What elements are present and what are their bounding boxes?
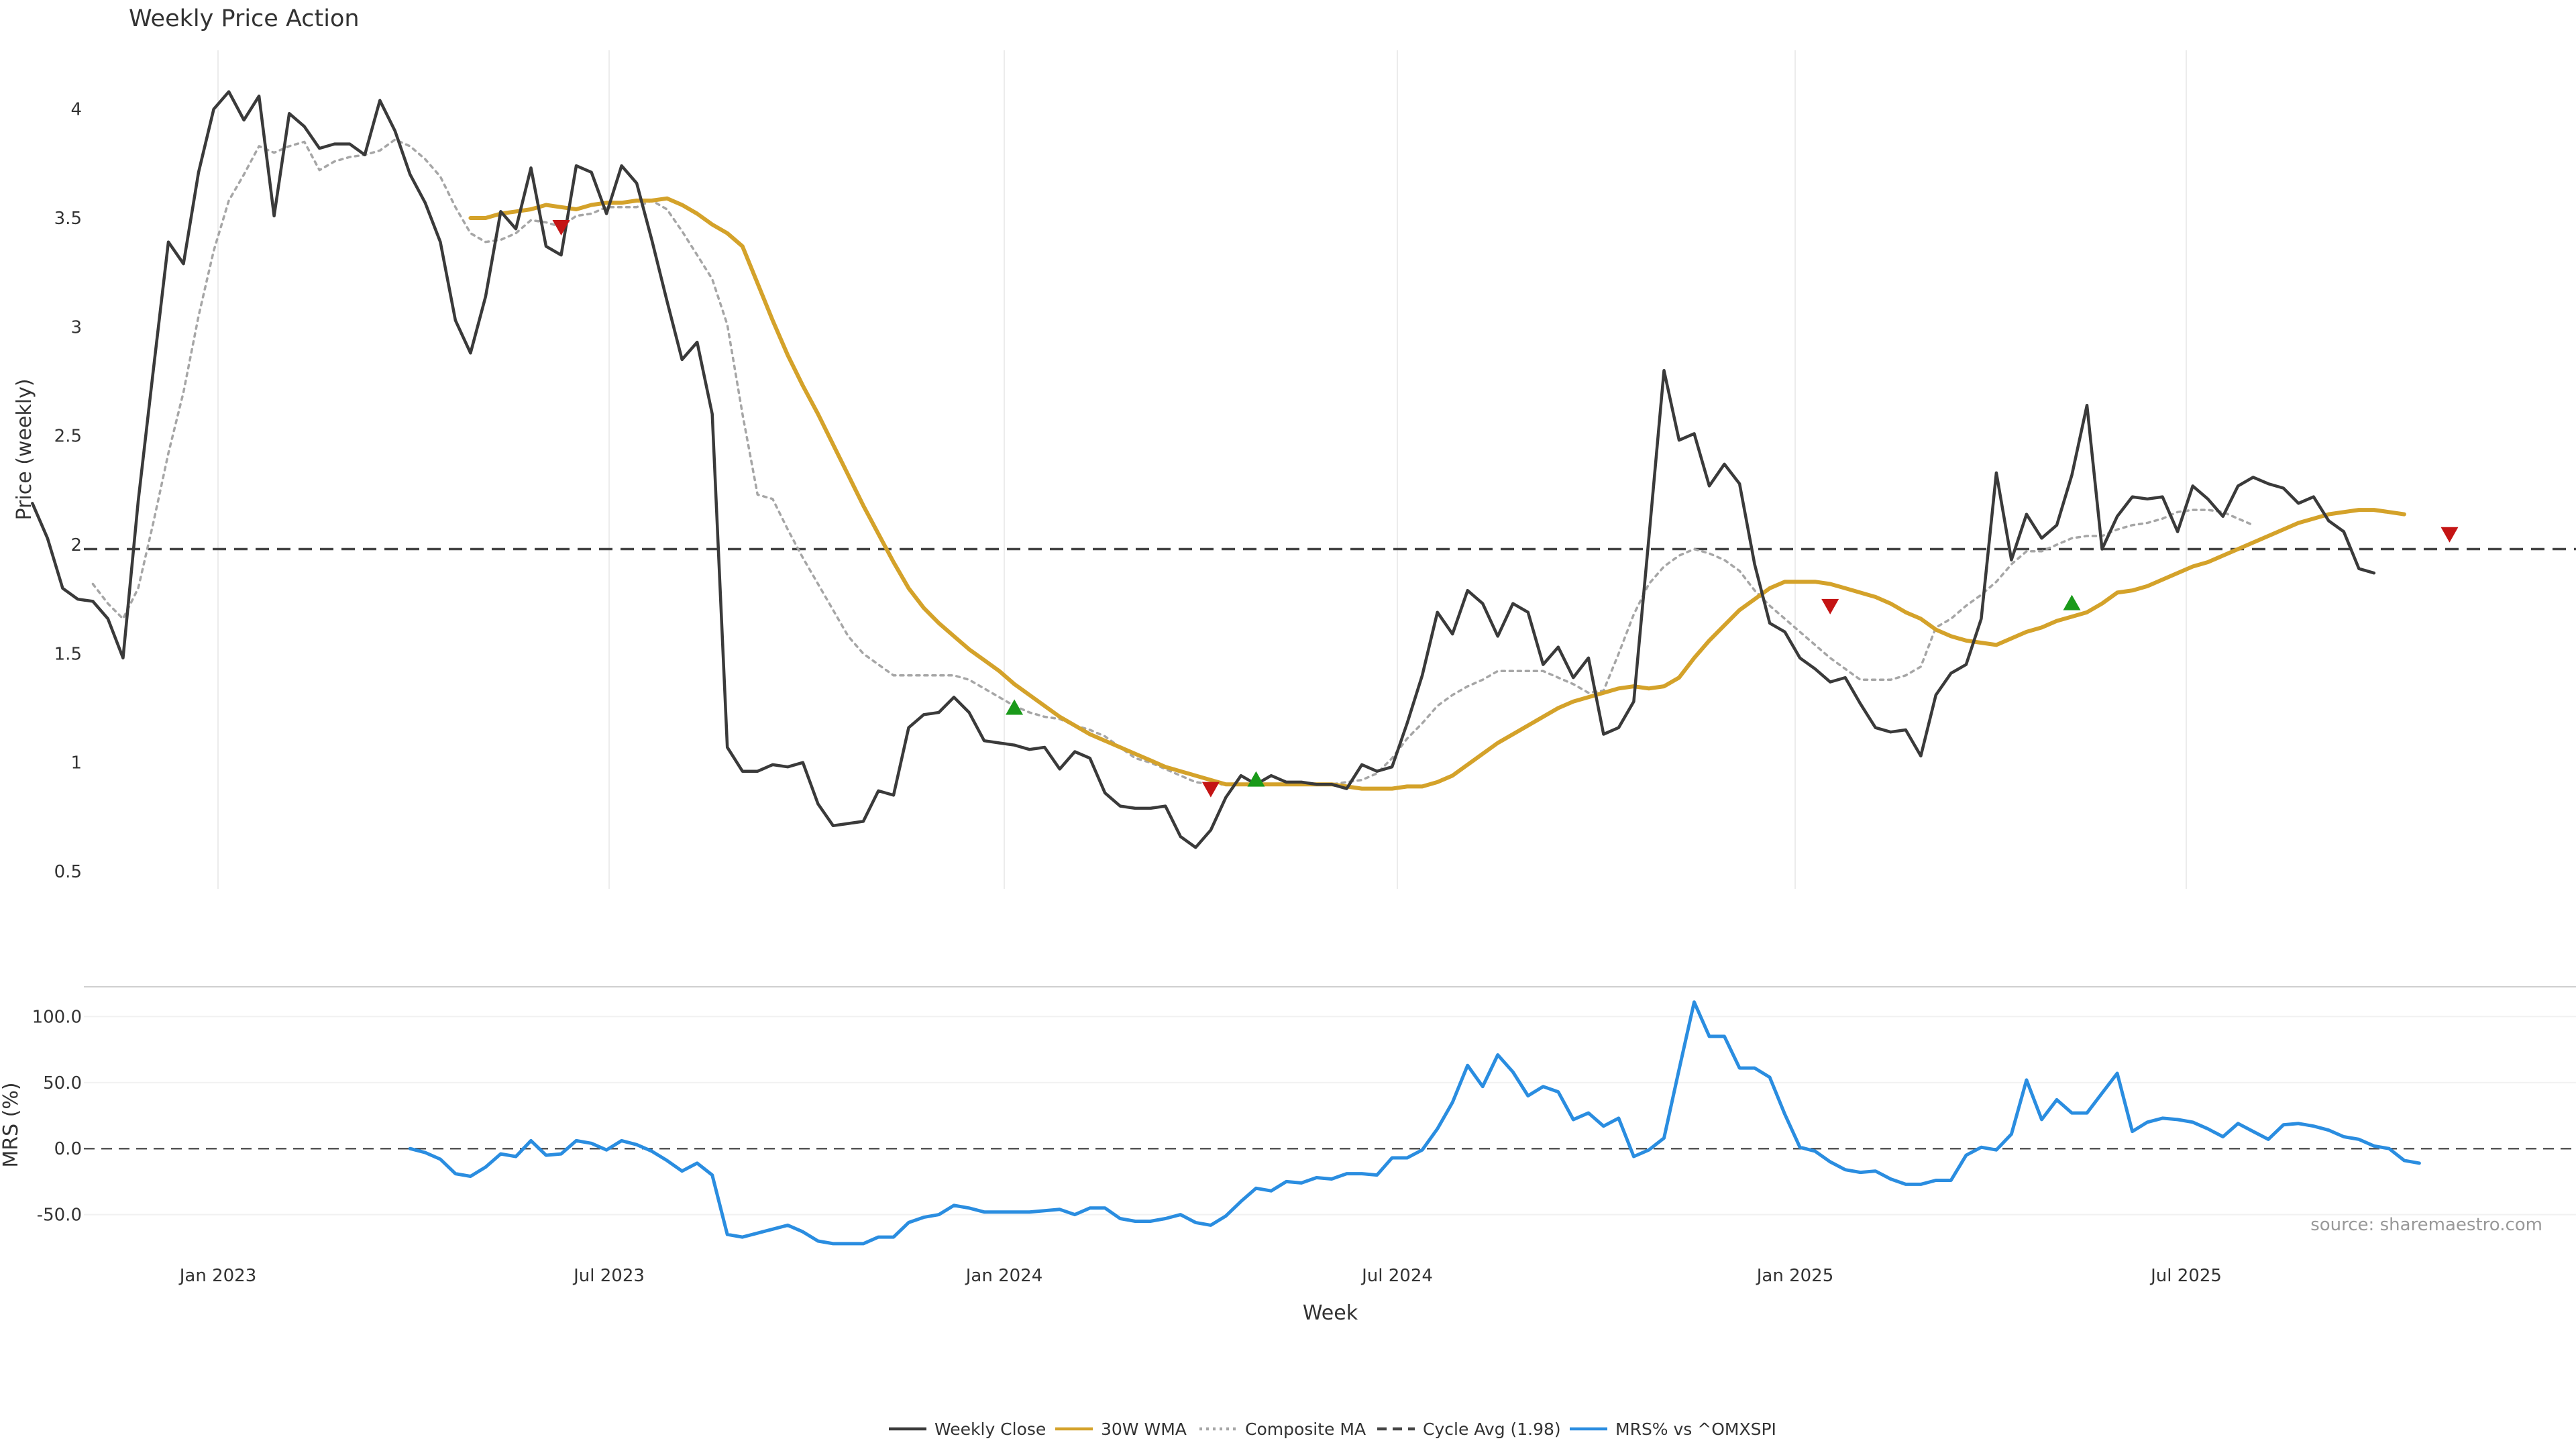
sell-signal-marker	[2440, 527, 2459, 543]
sell-signal-marker	[1201, 782, 1220, 798]
legend: Weekly Close 30W WMA Composite MA Cycle Avg…	[889, 1419, 1776, 1439]
price-y-tick-label: 2.5	[54, 427, 82, 447]
price-grid	[217, 50, 2187, 889]
legend-item: 30W WMA	[1055, 1419, 1187, 1439]
composite-ma-line	[91, 138, 2255, 786]
x-tick-label: Jan 2023	[178, 1266, 257, 1286]
mrs-grid	[84, 1016, 2576, 1216]
price-y-tick-label: 3	[70, 317, 82, 337]
chart-title: Weekly Price Action	[129, 5, 360, 32]
price-y-axis: 0.5 1 1.5 2 2.5 3 3.5 4	[54, 100, 82, 882]
mrs-y-tick-label: 50.0	[43, 1073, 82, 1093]
price-y-tick-label: 3.5	[54, 209, 82, 229]
mrs-y-axis: -50.0 0.0 50.0 100.0	[32, 1007, 82, 1225]
price-y-axis-label: Price (weekly)	[13, 378, 36, 520]
mrs-y-tick-label: 0.0	[54, 1139, 82, 1159]
signal-markers	[552, 219, 2459, 798]
buy-signal-marker	[1247, 771, 1265, 787]
sell-signal-marker	[1821, 598, 1839, 614]
mrs-y-tick-label: -50.0	[37, 1205, 82, 1226]
mrs-y-axis-label: MRS (%)	[0, 1082, 23, 1167]
legend-item: Composite MA	[1199, 1419, 1366, 1439]
legend-item: Weekly Close	[889, 1419, 1046, 1439]
legend-label: Cycle Avg (1.98)	[1423, 1419, 1561, 1439]
legend-label: MRS% vs ^OMXSPI	[1615, 1419, 1776, 1439]
mrs-series	[84, 1000, 2576, 1246]
price-y-tick-label: 1	[70, 753, 82, 773]
x-axis: Jan 2023 Jul 2023 Jan 2024 Jul 2024 Jan 2025…	[178, 1266, 2222, 1286]
weekly-close-line	[31, 90, 2376, 849]
x-tick-label: Jan 2025	[1756, 1266, 1834, 1286]
mrs-line	[408, 1000, 2421, 1246]
price-y-tick-label: 1.5	[54, 644, 82, 664]
x-axis-label: Week	[1303, 1301, 1358, 1325]
legend-item: MRS% vs ^OMXSPI	[1570, 1419, 1776, 1439]
x-tick-label: Jul 2025	[2149, 1266, 2222, 1286]
price-y-tick-label: 2	[70, 535, 82, 555]
x-tick-label: Jan 2024	[965, 1266, 1043, 1286]
mrs-panel: -50.0 0.0 50.0 100.0 MRS (%) source: sharem…	[0, 1000, 2576, 1246]
wma-30w-line	[468, 196, 2406, 791]
price-y-tick-label: 0.5	[54, 862, 82, 882]
legend-label: Composite MA	[1245, 1419, 1366, 1439]
legend-label: 30W WMA	[1101, 1419, 1187, 1439]
legend-label: Weekly Close	[934, 1419, 1046, 1439]
buy-signal-marker	[1006, 699, 1024, 715]
legend-item: Cycle Avg (1.98)	[1377, 1419, 1561, 1439]
sell-signal-marker	[552, 219, 570, 235]
source-credit: source: sharemaestro.com	[2310, 1215, 2542, 1235]
buy-signal-marker	[2063, 594, 2081, 610]
x-tick-label: Jul 2023	[572, 1266, 645, 1286]
x-tick-label: Jul 2024	[1360, 1266, 1433, 1286]
price-series	[31, 90, 2576, 849]
price-y-tick-label: 4	[70, 100, 82, 120]
mrs-y-tick-label: 100.0	[32, 1007, 82, 1027]
price-panel: 0.5 1 1.5 2 2.5 3 3.5 4 Price (weekly)	[13, 50, 2576, 889]
